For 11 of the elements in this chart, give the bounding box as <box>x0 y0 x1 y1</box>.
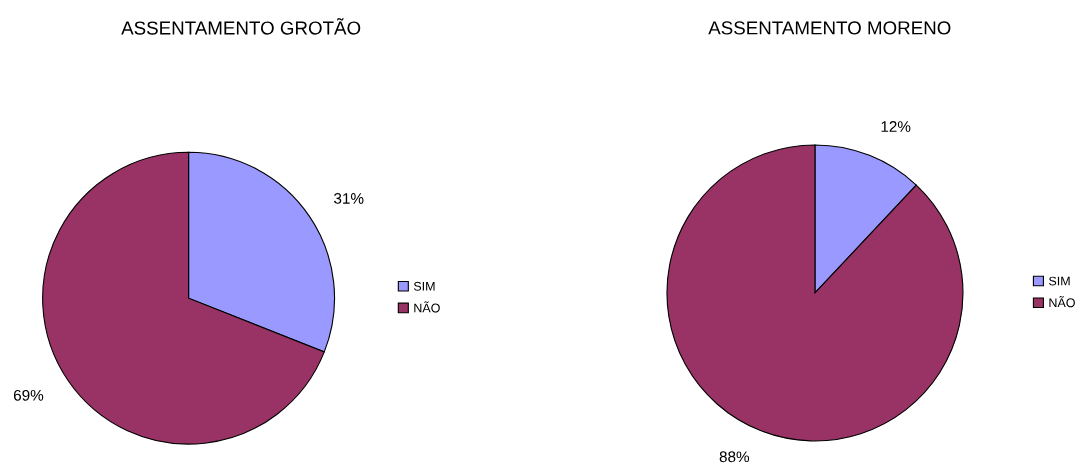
legend-label: SIM <box>413 281 435 291</box>
legend-label: SIM <box>1048 276 1070 286</box>
chart-title: ASSENTAMENTO GROTÃO <box>121 18 361 35</box>
legend-label: NÃO <box>414 301 440 313</box>
data-label: 69% <box>13 389 44 401</box>
data-label: 12% <box>881 121 911 132</box>
data-label: 88% <box>719 451 750 463</box>
legend-label: NÃO <box>1049 296 1075 308</box>
data-label: 31% <box>334 193 364 204</box>
pie-slice <box>666 144 964 442</box>
chart-title: ASSENTAMENTO MORENO <box>708 21 951 35</box>
